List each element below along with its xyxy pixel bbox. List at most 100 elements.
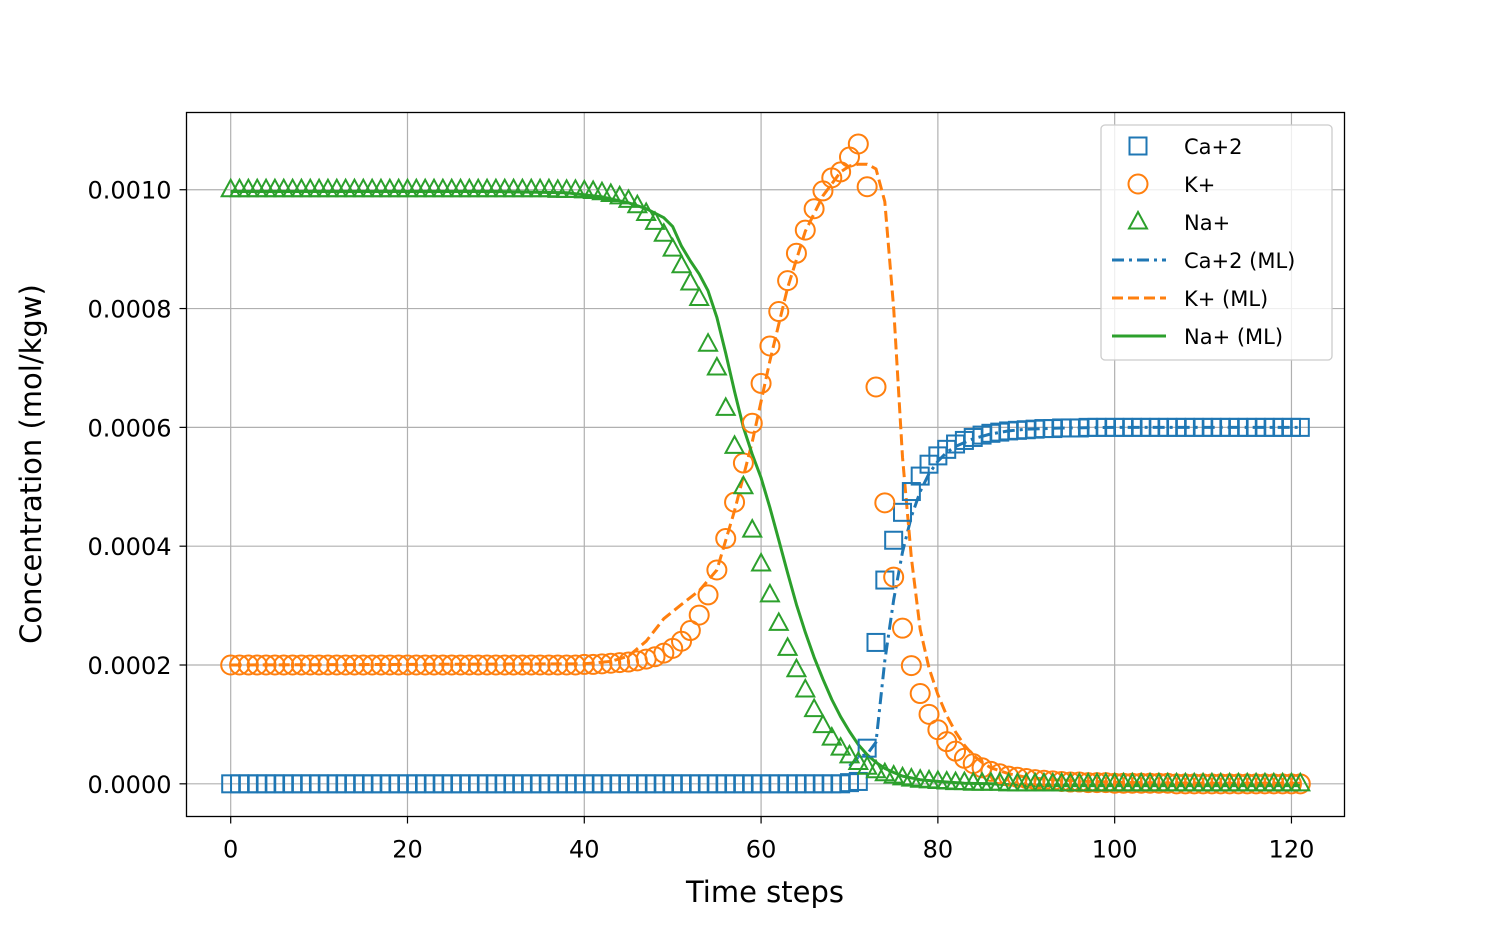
- x-tick-label: 0: [223, 836, 238, 864]
- data-point-k: [609, 652, 631, 674]
- data-point-k: [264, 654, 286, 676]
- legend-label-ca-2: Ca+2: [1184, 135, 1243, 159]
- data-point-k: [396, 654, 418, 676]
- data-point-na: [838, 743, 861, 764]
- y-axis: 0.0000 0.0002 0.0004 0.0006 0.0008 0.0010: [88, 177, 187, 799]
- data-point-na: [812, 713, 834, 734]
- data-point-k: [326, 654, 348, 676]
- data-point-na: [768, 611, 790, 631]
- data-point-na: [644, 210, 666, 230]
- x-tick-label: 40: [569, 836, 600, 864]
- data-point-k: [538, 654, 560, 676]
- data-point-k: [299, 654, 321, 676]
- data-point-k: [273, 654, 295, 676]
- data-point-k: [237, 654, 259, 676]
- data-point-k: [794, 219, 816, 241]
- data-point-k: [290, 654, 312, 676]
- plot-area-frame: [185, 111, 1346, 818]
- data-point-k: [564, 654, 586, 676]
- y-tick-label: 0.0006: [88, 414, 172, 442]
- x-tick-label: 80: [923, 836, 954, 864]
- data-point-k: [856, 176, 878, 198]
- data-point-na: [750, 551, 772, 572]
- legend-marker-k: [1127, 173, 1149, 195]
- data-point-k: [573, 653, 595, 675]
- data-point-k: [688, 604, 710, 626]
- data-point-k: [715, 527, 737, 549]
- data-point-k: [432, 654, 454, 676]
- y-tick-label: 0.0010: [88, 177, 172, 205]
- data-point-na: [856, 755, 878, 775]
- data-point-k: [874, 492, 896, 514]
- series-lines: [230, 162, 1301, 788]
- series-k: [220, 133, 1311, 795]
- data-point-k: [520, 654, 542, 676]
- data-point-na: [661, 237, 684, 257]
- data-point-k: [750, 372, 772, 394]
- data-point-na: [635, 201, 657, 221]
- data-point-k: [1006, 766, 1028, 788]
- series-line-ca-2-ml: [848, 425, 1301, 768]
- data-point-na: [608, 184, 631, 205]
- data-point-k: [308, 654, 330, 676]
- data-point-na: [617, 188, 640, 208]
- data-point-k: [759, 335, 781, 357]
- y-tick-label: 0.0008: [88, 296, 172, 324]
- data-point-k: [388, 654, 410, 676]
- data-point-k: [892, 617, 914, 639]
- data-point-k: [467, 654, 489, 676]
- data-point-k: [785, 242, 807, 264]
- x-axis-label: Time steps: [685, 875, 844, 909]
- data-point-k: [450, 654, 472, 676]
- data-point-k: [220, 654, 242, 676]
- data-point-k: [441, 654, 463, 676]
- data-point-k: [494, 654, 516, 676]
- data-point-k: [503, 654, 525, 676]
- data-point-ca-2: [866, 632, 886, 652]
- data-point-k: [865, 376, 887, 398]
- data-point-k: [777, 270, 799, 292]
- legend-label-k-ml: K+ (ML): [1184, 287, 1268, 311]
- data-point-na: [679, 270, 702, 291]
- data-point-na: [776, 636, 799, 656]
- data-point-ca-2: [1290, 417, 1310, 437]
- data-point-k: [352, 654, 374, 676]
- data-point-k: [706, 559, 728, 581]
- series-markers: [220, 133, 1311, 795]
- data-point-k: [335, 654, 357, 676]
- data-point-k: [485, 654, 507, 676]
- data-point-na: [785, 657, 808, 678]
- legend-marker-na: [1127, 209, 1149, 230]
- legend-frame: [1100, 124, 1333, 361]
- data-point-k: [556, 654, 578, 676]
- legend: Ca+2 K+ Na+ Ca+2 (ML) K+ (ML) Na+ (ML): [1100, 124, 1333, 361]
- data-point-k: [379, 654, 401, 676]
- legend-marker-ca-2: [1128, 136, 1148, 156]
- x-tick-label: 100: [1092, 836, 1138, 864]
- x-tick-label: 120: [1269, 836, 1315, 864]
- data-point-k: [255, 654, 277, 676]
- data-point-k: [918, 703, 940, 725]
- data-point-k: [697, 584, 719, 606]
- series-line-k-ml: [230, 162, 1301, 785]
- data-point-na: [715, 396, 737, 416]
- data-point-k: [229, 654, 251, 676]
- data-point-k: [423, 654, 445, 676]
- data-point-k: [644, 646, 666, 668]
- data-point-k: [591, 653, 613, 675]
- data-point-na: [1289, 771, 1311, 792]
- data-point-k: [803, 198, 825, 220]
- data-point-na: [821, 725, 843, 746]
- legend-label-ca-2-ml: Ca+2 (ML): [1184, 249, 1295, 273]
- data-point-na: [697, 332, 719, 352]
- data-point-na: [794, 677, 816, 698]
- y-tick-label: 0.0000: [88, 771, 172, 799]
- data-point-na: [865, 758, 887, 779]
- x-axis: 0 20 40 60 80 100 120: [223, 816, 1315, 864]
- data-point-na: [706, 355, 728, 376]
- data-point-ca-2: [884, 530, 904, 550]
- legend-label-k: K+: [1184, 173, 1215, 197]
- data-point-k: [909, 683, 931, 705]
- x-tick-label: 20: [392, 836, 423, 864]
